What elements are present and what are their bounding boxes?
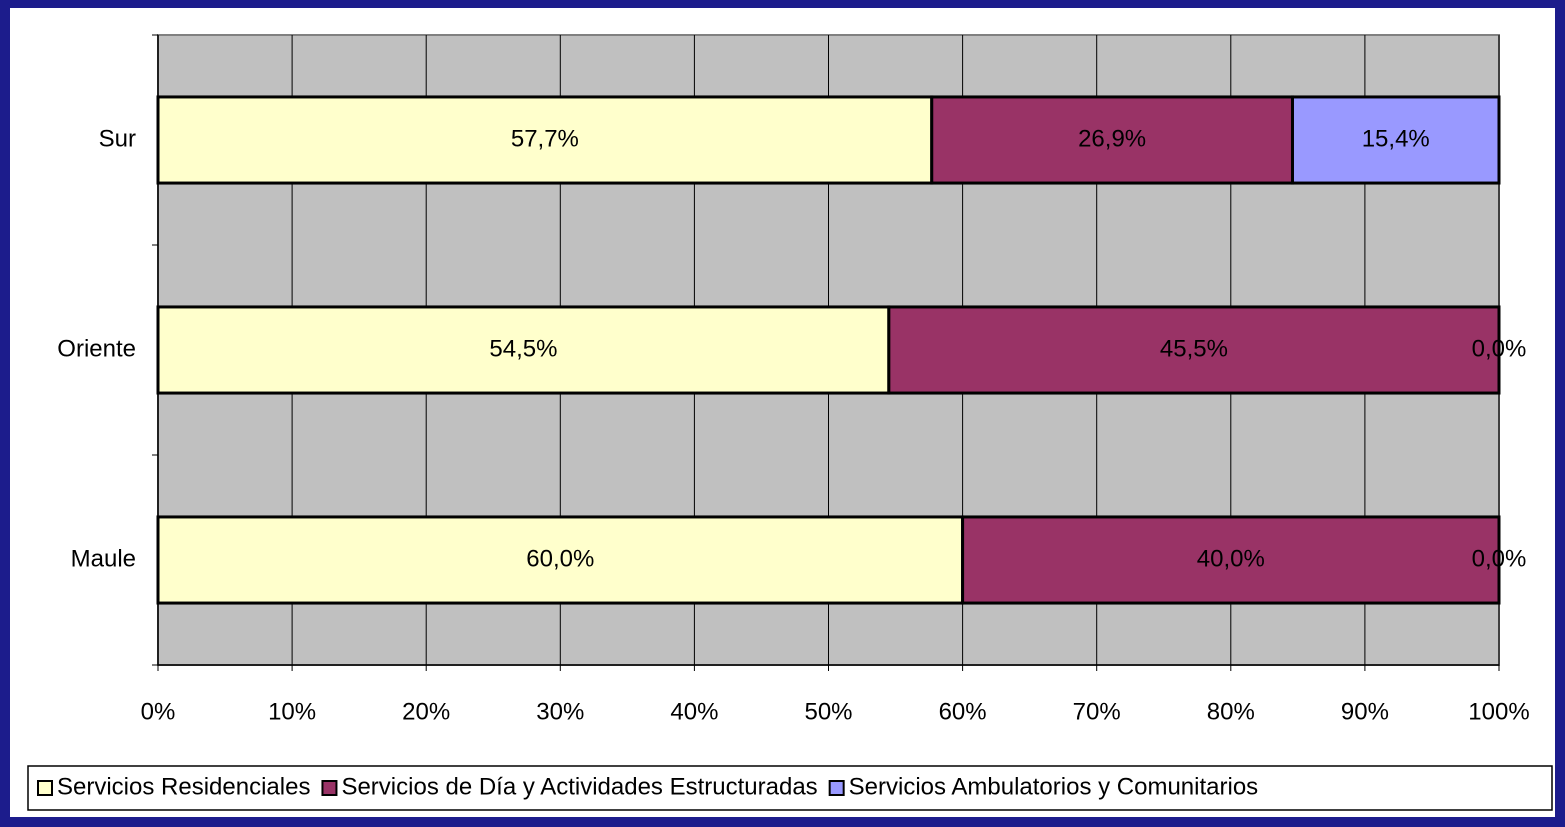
legend-swatch (321, 780, 338, 796)
x-tick-label: 0% (141, 698, 176, 725)
y-tick-label: Sur (99, 125, 136, 152)
x-tick-label: 80% (1207, 698, 1255, 725)
x-tick-label: 60% (939, 698, 987, 725)
data-label: 0,0% (1472, 545, 1527, 572)
data-label: 40,0% (1197, 545, 1265, 572)
legend-swatch (828, 780, 845, 796)
legend-box (27, 765, 1553, 811)
data-label: 26,9% (1078, 125, 1146, 152)
bar-segment (156, 95, 934, 185)
data-label: 45,5% (1160, 335, 1228, 362)
y-tick-label: Oriente (57, 335, 136, 362)
x-tick-label: 90% (1341, 698, 1389, 725)
legend-label: Servicios de Día y Actividades Estructur… (341, 773, 817, 800)
legend-label: Servicios Ambulatorios y Comunitarios (849, 773, 1259, 800)
bar-segment (156, 305, 891, 395)
bar-segment (887, 305, 1501, 395)
bar-segment (156, 515, 965, 605)
x-tick-label: 40% (670, 698, 718, 725)
legend-label: Servicios Residenciales (57, 773, 310, 800)
x-tick-label: 50% (804, 698, 852, 725)
x-tick-label: 10% (268, 698, 316, 725)
y-tick-label: Maule (71, 545, 136, 572)
bar-segment (930, 95, 1294, 185)
bar-segment (961, 515, 1501, 605)
bar-segment (1290, 95, 1501, 185)
legend-swatch (37, 780, 53, 796)
x-tick-label: 30% (536, 698, 584, 725)
x-tick-label: 70% (1073, 698, 1121, 725)
data-label: 0,0% (1472, 335, 1527, 362)
x-tick-label: 100% (1468, 698, 1529, 725)
x-tick-label: 20% (402, 698, 450, 725)
data-label: 15,4% (1362, 125, 1430, 152)
data-label: 60,0% (526, 545, 594, 572)
data-label: 54,5% (489, 335, 557, 362)
data-label: 57,7% (511, 125, 579, 152)
